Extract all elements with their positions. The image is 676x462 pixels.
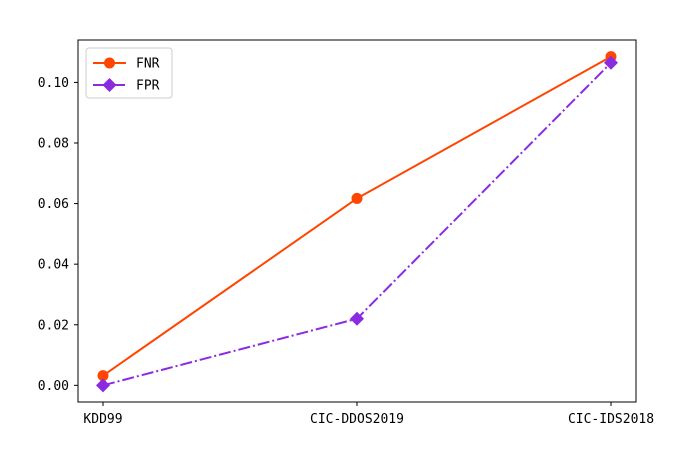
data-point-fnr [97,370,109,382]
series-layer [96,51,618,393]
legend: FNR FPR [85,47,173,99]
legend-label-fpr: FPR [136,79,160,94]
series-line-fpr [102,62,612,387]
x-tick-label: KDD99 [83,412,122,427]
data-point-fpr [96,378,110,393]
y-tick-label: 0.00 [38,379,69,394]
legend-marker-fnr [104,57,115,69]
data-point-fpr [604,55,618,70]
y-tick-label: 0.10 [38,76,69,91]
y-tick-label: 0.04 [38,258,69,273]
x-tick-label: CIC-IDS2018 [568,412,654,427]
axes-layer: 0.00 0.02 0.04 0.06 0.08 0.10 KDD99 CIC-DDOS201… [38,39,654,427]
y-tick-label: 0.06 [38,197,69,212]
data-point-fpr [350,311,364,326]
y-tick-label: 0.08 [38,136,69,151]
legend-label-fnr: FNR [136,57,160,72]
x-tick-label: CIC-DDOS2019 [310,412,404,427]
data-point-fnr [351,192,363,204]
y-tick-label: 0.02 [38,318,69,333]
series-line-fnr [102,55,612,377]
legend-marker-fpr [102,78,117,92]
